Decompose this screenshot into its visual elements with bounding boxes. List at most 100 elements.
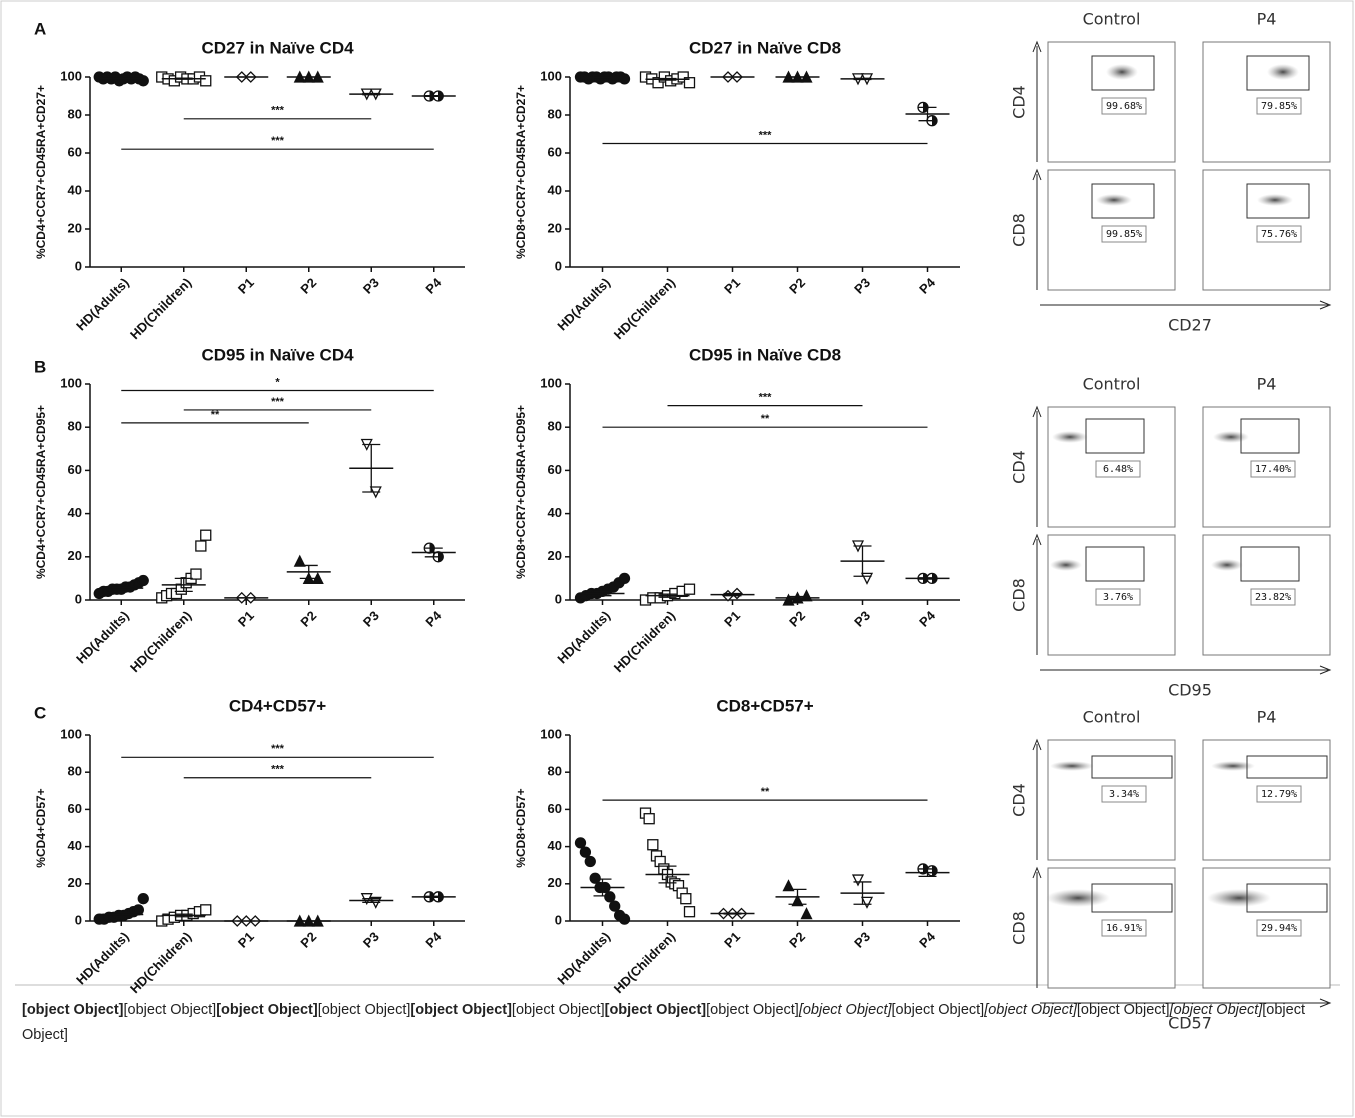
x-tick-label: HD(Children) — [611, 608, 678, 675]
chart-title: CD95 in Naïve CD8 — [689, 345, 841, 364]
y-tick-label: 100 — [540, 726, 562, 741]
y-axis-label: %CD4+CD57+ — [34, 788, 48, 867]
significance-label: *** — [271, 396, 285, 408]
x-tick-label: P3 — [851, 275, 873, 297]
cell-cluster — [1046, 889, 1110, 907]
y-tick-label: 40 — [68, 838, 82, 853]
point — [605, 892, 615, 902]
chart-title: CD95 in Naïve CD4 — [201, 345, 354, 364]
x-tick-label: HD(Children) — [127, 275, 194, 342]
chart-title: CD8+CD57+ — [716, 696, 813, 715]
y-tick-label: 60 — [68, 144, 82, 159]
y-axis-label: %CD8+CD57+ — [514, 788, 528, 867]
y-tick-label: 100 — [540, 68, 562, 83]
flow-axis-label: CD27 — [1168, 316, 1212, 335]
x-tick-label: P1 — [721, 275, 743, 297]
point — [138, 576, 148, 586]
cell-cluster — [1207, 889, 1271, 907]
point — [580, 847, 590, 857]
cell-cluster — [1096, 194, 1132, 206]
y-tick-label: 60 — [68, 462, 82, 477]
point — [620, 573, 630, 583]
gate-percentage: 75.76% — [1261, 229, 1297, 240]
y-tick-label: 80 — [548, 764, 562, 779]
x-tick-label: HD(Children) — [611, 929, 678, 996]
x-tick-label: P3 — [851, 608, 873, 630]
y-tick-label: 60 — [548, 144, 562, 159]
x-tick-label: P1 — [721, 608, 743, 630]
chart-title: CD27 in Naïve CD4 — [201, 38, 354, 57]
x-tick-label: P2 — [297, 275, 319, 297]
y-axis-label: %CD4+CCR7+CD45RA+CD27+ — [34, 85, 48, 259]
sem-bar — [854, 78, 872, 79]
x-tick-label: P3 — [851, 929, 873, 951]
point — [802, 909, 812, 919]
significance-label: *** — [271, 743, 285, 755]
y-tick-label: 40 — [68, 182, 82, 197]
point — [576, 838, 586, 848]
flow-row-label: CD8 — [1010, 911, 1029, 945]
y-tick-label: 80 — [68, 106, 82, 121]
y-tick-label: 100 — [60, 68, 82, 83]
point — [138, 76, 148, 86]
y-tick-label: 80 — [548, 106, 562, 121]
caption-text: [object Object] — [605, 1002, 707, 1018]
x-tick-label: P4 — [916, 928, 938, 950]
point — [585, 856, 595, 866]
y-tick-label: 40 — [548, 838, 562, 853]
y-tick-label: 80 — [68, 419, 82, 434]
point — [201, 76, 211, 86]
x-tick-label: P2 — [786, 929, 808, 951]
sem-bar — [919, 578, 937, 579]
gate-percentage: 23.82% — [1255, 592, 1291, 603]
x-tick-label: P1 — [235, 608, 257, 630]
x-tick-label: HD(Adults) — [554, 929, 613, 988]
x-tick-label: HD(Adults) — [73, 608, 132, 667]
caption-text: [object Object] — [318, 1002, 411, 1018]
gate-percentage: 3.34% — [1109, 789, 1139, 800]
y-tick-label: 20 — [68, 875, 82, 890]
y-tick-label: 0 — [555, 912, 562, 927]
panel-label: B — [34, 357, 46, 376]
caption-text: [object Object] — [22, 1002, 124, 1018]
flow-column-label: Control — [1083, 10, 1141, 29]
flow-column-label: P4 — [1257, 10, 1277, 29]
x-tick-label: HD(Adults) — [554, 608, 613, 667]
caption: [object Object][object Object][object Ob… — [22, 998, 1332, 1048]
caption-text: [object Object] — [512, 1002, 605, 1018]
y-tick-label: 80 — [548, 419, 562, 434]
cell-cluster — [1052, 431, 1088, 443]
caption-text: [object Object] — [410, 1002, 512, 1018]
cell-cluster — [1267, 64, 1299, 80]
gate-percentage: 99.68% — [1106, 101, 1142, 112]
gate-percentage: 12.79% — [1261, 789, 1297, 800]
sem-bar — [425, 896, 443, 897]
significance-label: ** — [761, 413, 770, 425]
panel-label: C — [34, 703, 46, 722]
caption-text: [object Object] — [1077, 1002, 1170, 1018]
cell-cluster — [1213, 431, 1249, 443]
y-axis-label: %CD4+CCR7+CD45RA+CD95+ — [34, 405, 48, 579]
significance-label: *** — [271, 105, 285, 117]
y-tick-label: 100 — [60, 375, 82, 390]
y-tick-label: 100 — [60, 726, 82, 741]
y-tick-label: 20 — [68, 220, 82, 235]
gate-percentage: 3.76% — [1103, 592, 1133, 603]
gate-percentage: 79.85% — [1261, 101, 1297, 112]
point — [620, 74, 630, 84]
point — [610, 901, 620, 911]
gate-percentage: 6.48% — [1103, 464, 1133, 475]
cell-cluster — [1211, 761, 1255, 771]
y-tick-label: 60 — [548, 801, 562, 816]
point — [862, 897, 872, 907]
x-tick-label: P3 — [360, 929, 382, 951]
y-tick-label: 20 — [548, 548, 562, 563]
y-tick-label: 40 — [548, 505, 562, 520]
y-tick-label: 60 — [68, 801, 82, 816]
significance-label: *** — [759, 392, 773, 404]
y-tick-label: 20 — [548, 220, 562, 235]
x-tick-label: P3 — [360, 275, 382, 297]
significance-label: ** — [761, 786, 770, 798]
cell-cluster — [1211, 559, 1243, 571]
flow-row-label: CD4 — [1010, 85, 1029, 119]
